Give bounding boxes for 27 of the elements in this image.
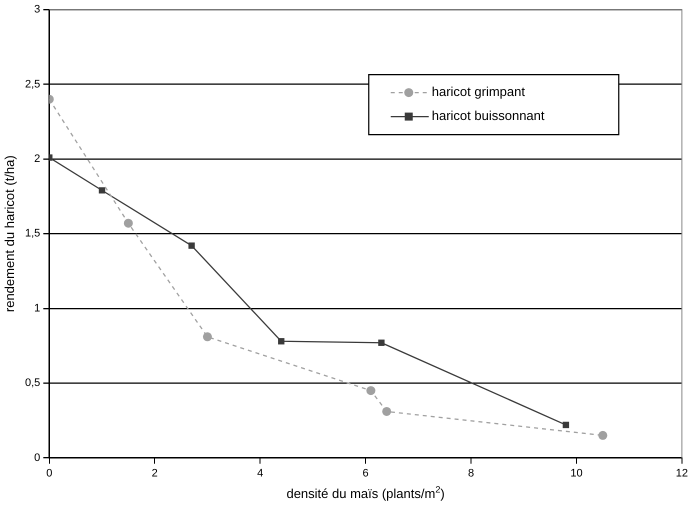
x-tick-label: 6 xyxy=(362,467,369,480)
y-tick-label: 0,5 xyxy=(24,377,40,390)
point xyxy=(98,187,106,194)
point xyxy=(382,406,392,416)
point xyxy=(124,218,133,228)
point xyxy=(188,242,195,249)
point xyxy=(598,430,608,440)
x-tick-label: 0 xyxy=(46,467,52,480)
point xyxy=(202,332,212,342)
x-tick-label: 2 xyxy=(152,467,158,480)
x-tick-label: 12 xyxy=(676,467,688,480)
point xyxy=(378,340,385,346)
y-axis-title: rendement du haricot (t/ha) xyxy=(2,155,17,312)
y-tick-label: 1,5 xyxy=(24,228,40,240)
x-tick-label: 10 xyxy=(570,467,583,480)
legend-label: haricot grimpant xyxy=(432,84,526,100)
y-tick-label: 1 xyxy=(34,302,40,314)
point xyxy=(278,338,284,344)
x-tick-label: 4 xyxy=(257,467,264,480)
point xyxy=(366,386,376,396)
y-tick-label: 2 xyxy=(34,153,40,166)
point xyxy=(562,422,570,428)
y-tick-label: 3 xyxy=(34,4,40,16)
y-tick-label: 0 xyxy=(34,452,40,464)
y-tick-label: 2,5 xyxy=(24,78,40,90)
x-tick-label: 8 xyxy=(468,467,474,480)
legend-label: haricot buissonnant xyxy=(432,108,545,124)
